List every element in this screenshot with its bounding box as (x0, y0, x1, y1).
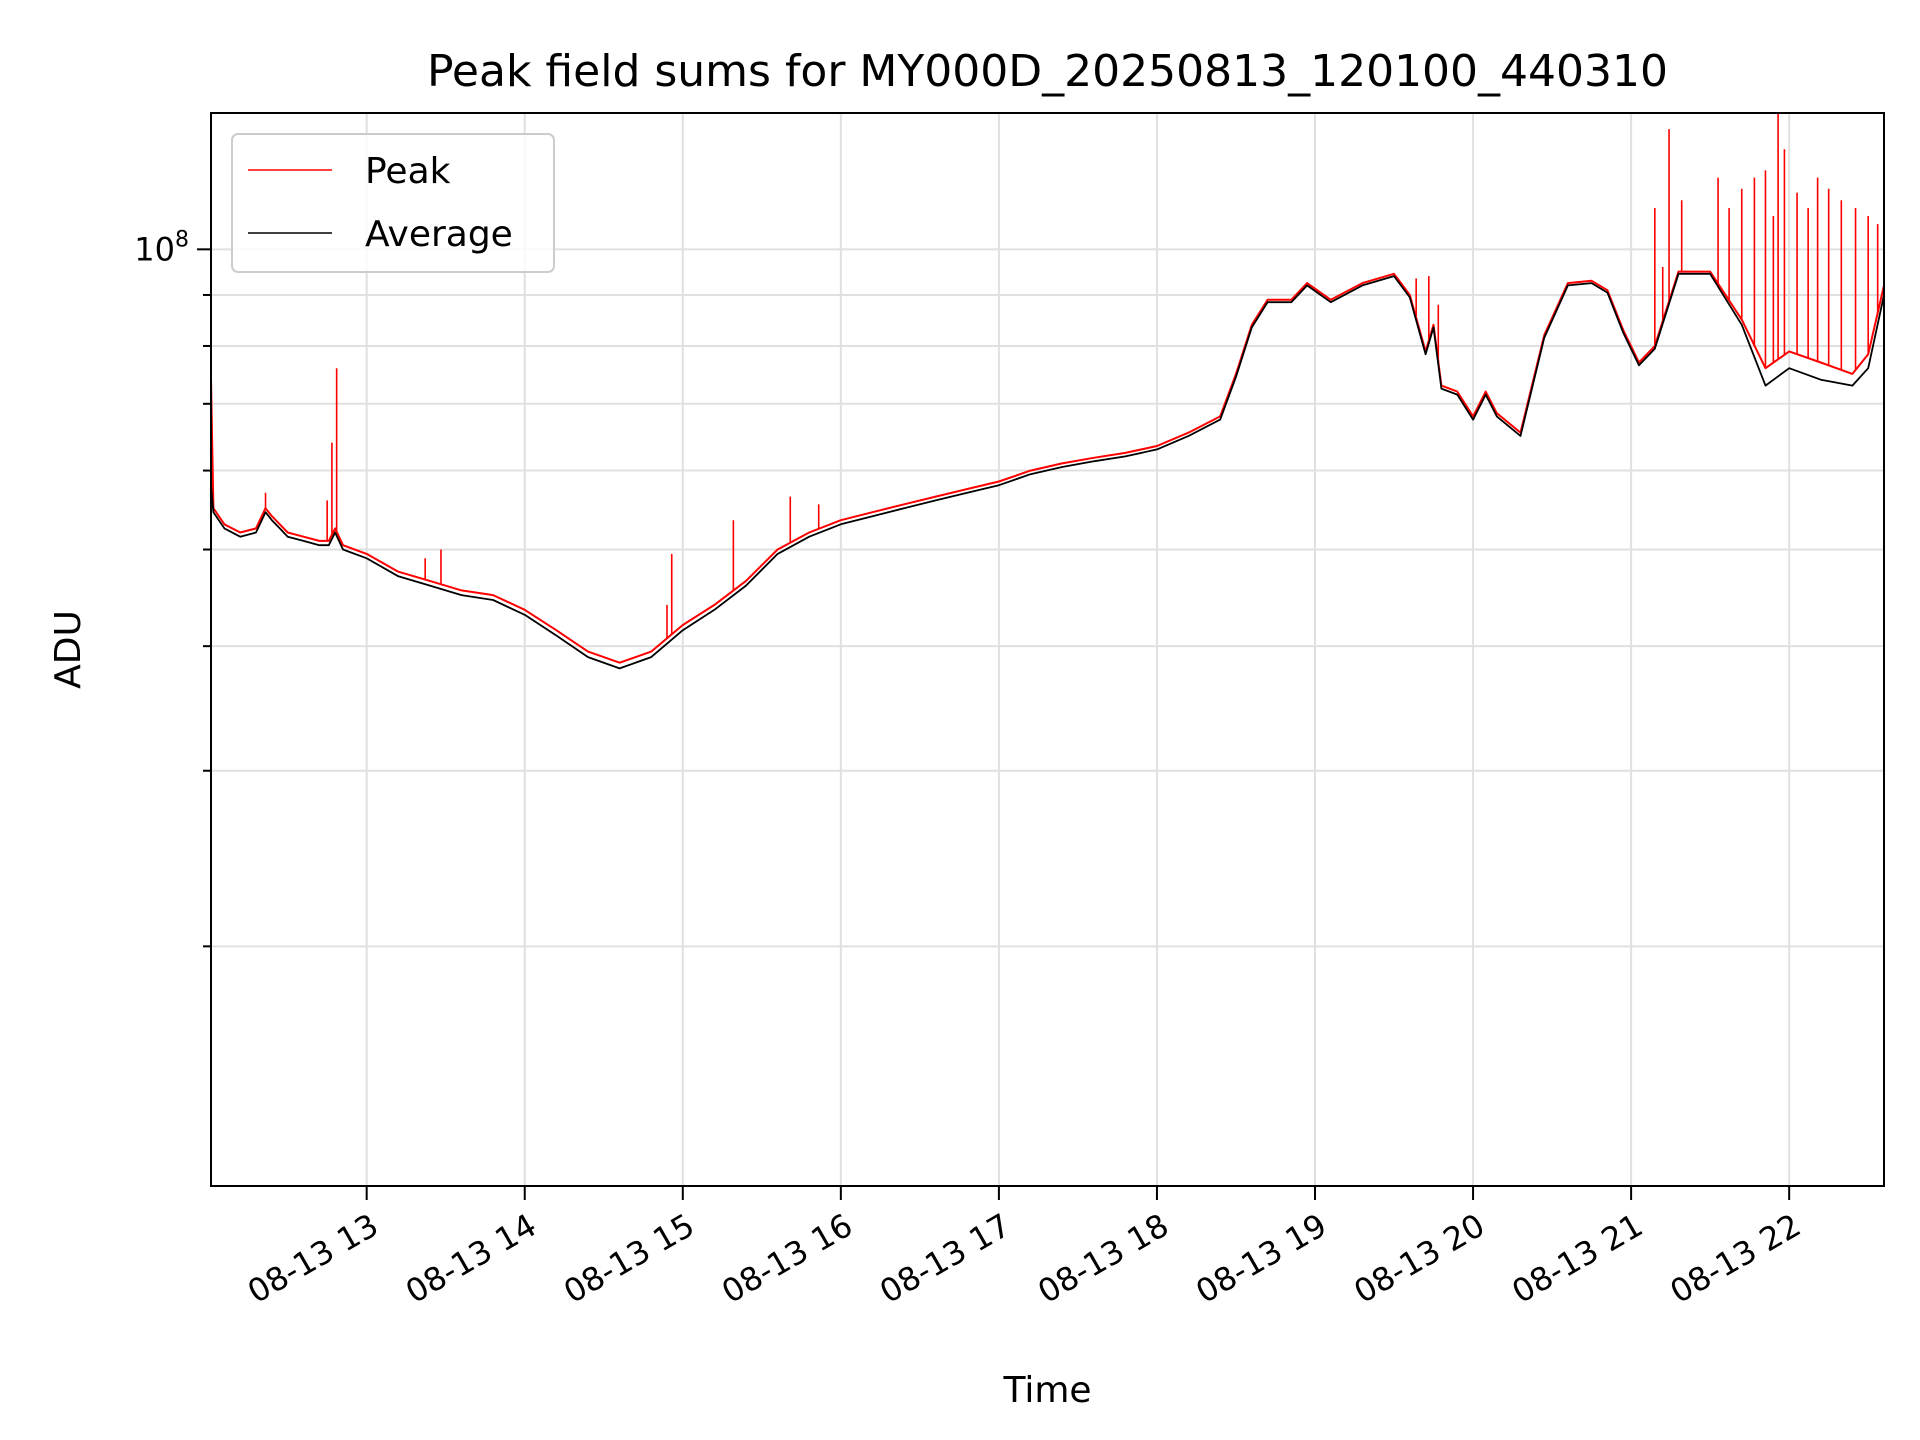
x-axis-label: Time (1002, 1370, 1091, 1411)
y-axis-label: ADU (48, 610, 89, 689)
series-line-average (210, 272, 1885, 670)
series-line-peak (210, 270, 1885, 664)
legend: Peak Average (231, 133, 555, 273)
plot-frame (210, 112, 1885, 1187)
y-tick-label: 108 (134, 227, 189, 268)
legend-box (231, 133, 555, 273)
series-layer (210, 113, 1885, 670)
grid (211, 113, 1884, 1186)
chart-title: Peak field sums for MY000D_20250813_1201… (427, 46, 1668, 97)
legend-label-average: Average (365, 214, 513, 255)
legend-label-peak: Peak (365, 151, 451, 192)
